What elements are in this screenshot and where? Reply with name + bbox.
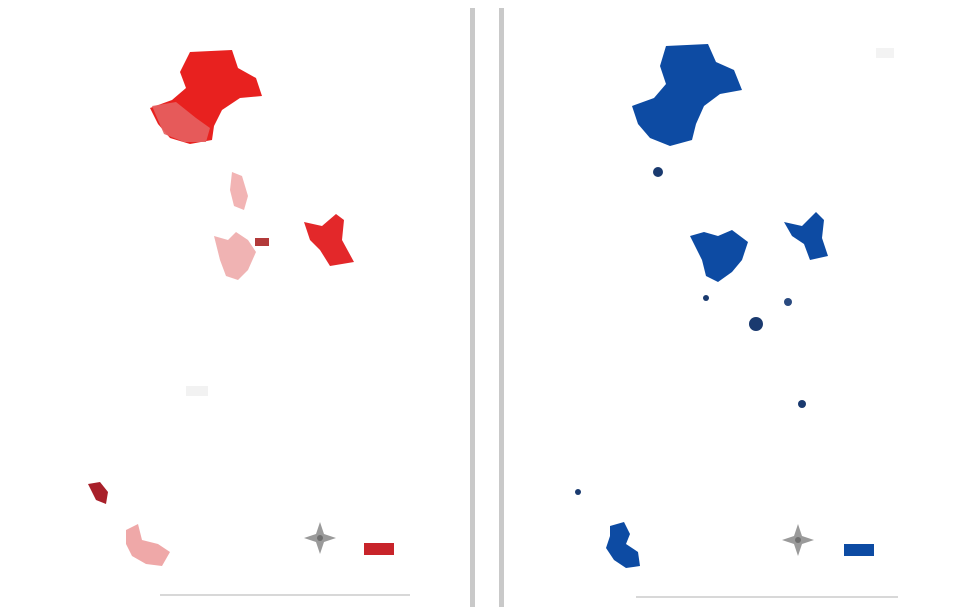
region-dot-5 [798, 400, 806, 408]
map-canvas-right [575, 44, 898, 598]
region-mid-pale-2 [214, 232, 256, 280]
region-south-pale [126, 524, 170, 566]
compass-icon [782, 524, 814, 556]
region-mid-dot [255, 238, 269, 246]
legend-left [364, 543, 394, 555]
region-dot-4 [749, 317, 763, 331]
region-mid-pale-1 [230, 172, 248, 210]
region-dot-6 [575, 489, 581, 495]
compass-icon [304, 522, 336, 554]
map-panel-left [0, 0, 470, 607]
faint-mark [876, 48, 894, 58]
region-north-large [632, 44, 742, 146]
region-south-dark [88, 482, 108, 504]
legend-right [844, 544, 874, 556]
region-dot-1 [653, 167, 663, 177]
map-panel-right [506, 0, 953, 607]
region-dot-2 [703, 295, 709, 301]
region-north-small [152, 102, 210, 142]
region-east [784, 212, 828, 260]
region-mid [690, 230, 748, 282]
divider-left [470, 8, 475, 607]
legend-swatch-left [364, 543, 394, 555]
region-south [606, 522, 640, 568]
legend-swatch-right [844, 544, 874, 556]
region-dot-3 [784, 298, 792, 306]
region-east [304, 214, 354, 266]
divider-right [499, 8, 504, 607]
faint-box [186, 386, 208, 396]
map-canvas-left [88, 50, 410, 596]
